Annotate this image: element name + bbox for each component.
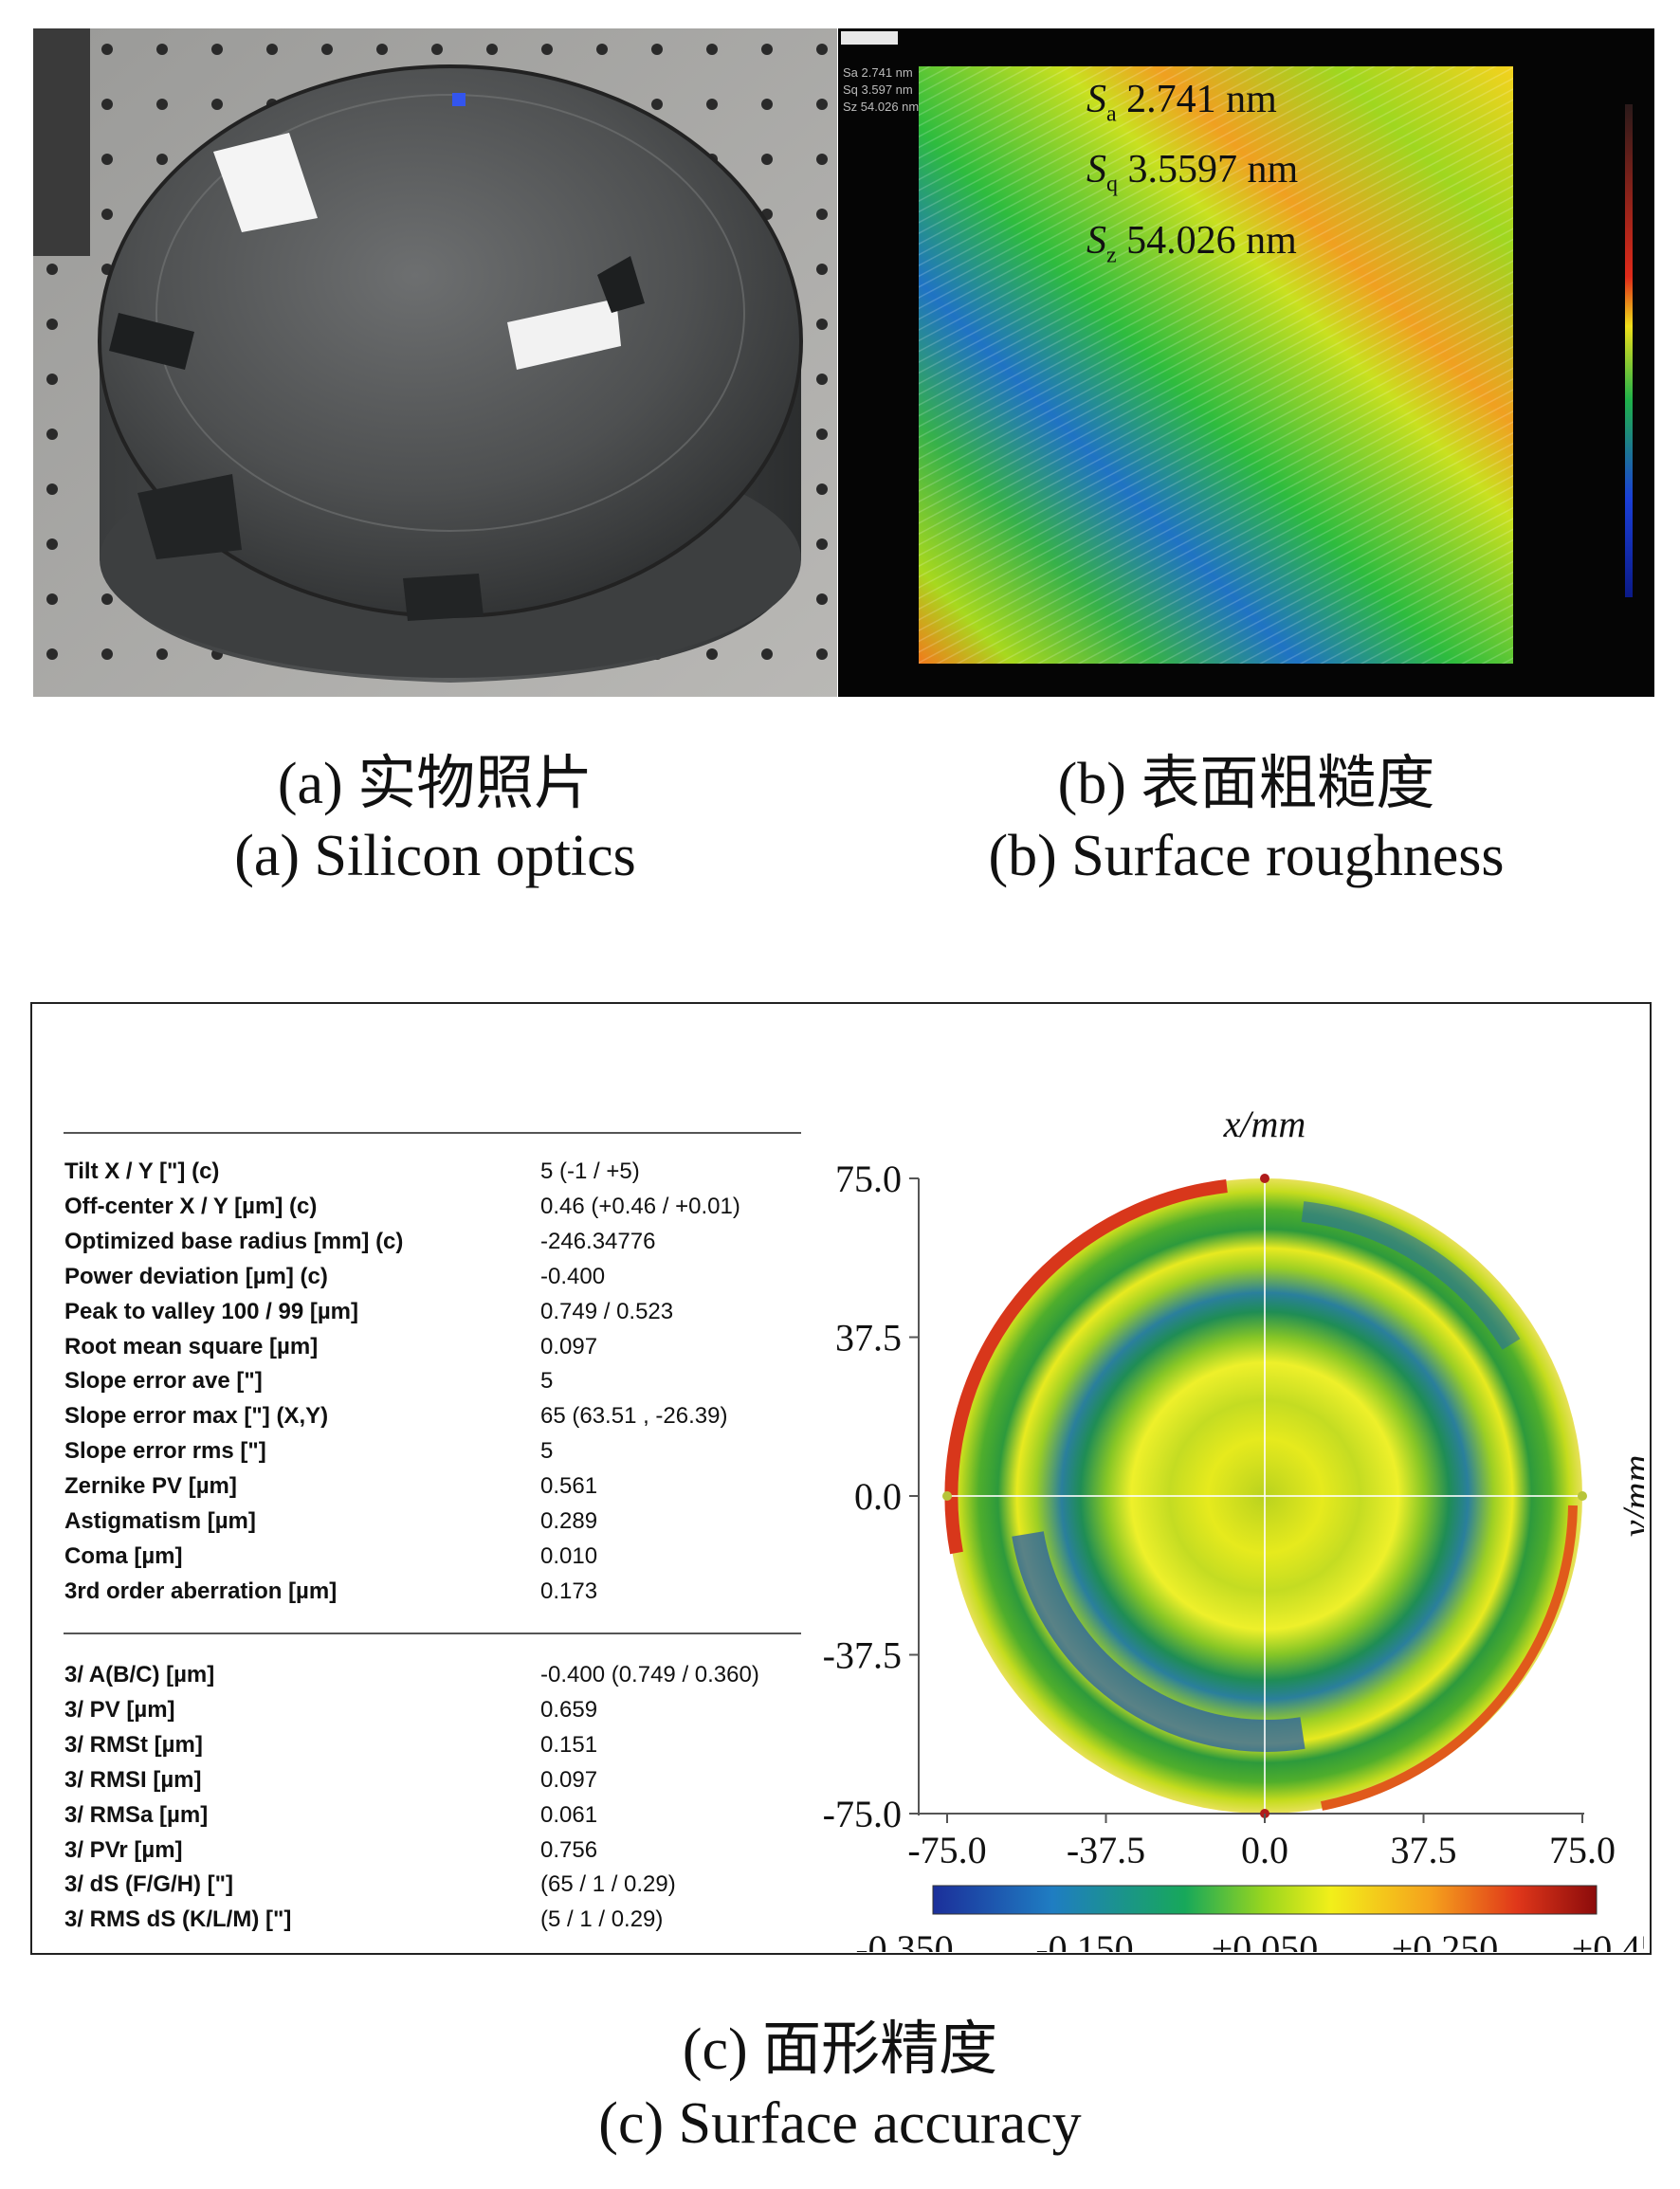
param-value: 0.561 <box>540 1473 598 1500</box>
small-readout-sa: Sa 2.741 nm <box>843 65 913 80</box>
param-label: 3/ PV [µm] <box>64 1696 175 1723</box>
param-value: 0.289 <box>540 1508 598 1534</box>
caption-c-en: (c) Surface accuracy <box>598 2091 1082 2156</box>
y-tick-label: 0.0 <box>854 1475 902 1518</box>
param-label: Zernike PV [µm] <box>64 1473 237 1500</box>
param-label: Coma [µm] <box>64 1542 183 1569</box>
param-value: -0.400 (0.749 / 0.360) <box>540 1662 759 1687</box>
param-value: 5 <box>540 1368 554 1395</box>
small-readout-sz: Sz 54.026 nm <box>843 100 920 114</box>
silicon-optics-photo <box>33 28 837 697</box>
caption-b-cn: (b) 表面粗糙度 <box>1057 752 1435 816</box>
y-tick-label: -37.5 <box>823 1634 902 1677</box>
param-label: 3/ RMS dS (K/L/M) ["] <box>64 1906 292 1933</box>
param-value: -246.34776 <box>540 1228 656 1254</box>
sq-value: Sq 3.5597 nm <box>1087 148 1299 197</box>
y-tick-label: 75.0 <box>835 1158 902 1200</box>
y-axis-label: y/mm <box>1615 1455 1644 1541</box>
param-label: Astigmatism [µm] <box>64 1508 256 1534</box>
param-value: (5 / 1 / 0.29) <box>540 1906 664 1933</box>
colorbar <box>932 1885 1598 1915</box>
x-tick-label: 0.0 <box>1241 1829 1288 1871</box>
left-marker <box>942 1491 952 1501</box>
param-value: 0.173 <box>540 1578 598 1604</box>
param-value: 0.061 <box>540 1801 598 1828</box>
param-value: 0.097 <box>540 1333 598 1359</box>
table-divider-middle <box>64 1633 801 1634</box>
caption-c-cn: (c) 面形精度 <box>682 2017 998 2082</box>
param-label: Root mean square [µm] <box>64 1333 319 1359</box>
param-label: Slope error max ["] (X,Y) <box>64 1403 329 1430</box>
surface-blue-band <box>1012 1531 1306 1752</box>
roughness-heatmap <box>838 28 1654 697</box>
sz-value: Sz 54.026 nm <box>1087 218 1297 268</box>
surface-roughness-map: Sa 2.741 nm Sq 3.597 nm Sz 54.026 nm Sa … <box>838 28 1654 697</box>
surface-rim-upper <box>944 1179 1228 1555</box>
param-label: Tilt X / Y ["] (c) <box>64 1158 220 1184</box>
y-tick-label: -75.0 <box>823 1793 902 1835</box>
top-marker <box>1260 1174 1269 1183</box>
param-label: 3/ RMSa [µm] <box>64 1801 209 1828</box>
x-tick-label: 75.0 <box>1549 1829 1616 1871</box>
param-value: 65 (63.51 , -26.39) <box>540 1403 728 1430</box>
param-label: 3/ PVr [µm] <box>64 1836 183 1863</box>
param-value: 0.749 / 0.523 <box>540 1298 674 1324</box>
param-value: 0.756 <box>540 1836 598 1863</box>
param-label: Peak to valley 100 / 99 [µm] <box>64 1298 358 1324</box>
param-label: 3/ dS (F/G/H) ["] <box>64 1871 234 1898</box>
surface-accuracy-panel: Tilt X / Y ["] (c) 5 (-1 / +5) Off-center … <box>30 1002 1652 1955</box>
param-label: Slope error rms ["] <box>64 1438 266 1465</box>
caption-a-cn: (a) 实物照片 <box>277 752 593 816</box>
param-value: -0.400 <box>540 1263 606 1289</box>
surface-blue-band-upper <box>1301 1201 1521 1350</box>
param-value: 5 <box>540 1438 554 1465</box>
param-value: 0.659 <box>540 1696 598 1723</box>
param-label: Power deviation [µm] (c) <box>64 1263 328 1289</box>
param-value: 0.46 (+0.46 / +0.01) <box>540 1193 740 1219</box>
sa-value: Sa 2.741 nm <box>1087 78 1277 127</box>
silicon-optics-image <box>33 28 837 697</box>
x-axis-label: x/mm <box>1223 1103 1306 1145</box>
table-divider-top <box>64 1132 801 1134</box>
param-label: Slope error ave ["] <box>64 1368 263 1395</box>
param-label: Optimized base radius [mm] (c) <box>64 1228 404 1254</box>
param-value: (65 / 1 / 0.29) <box>540 1871 676 1898</box>
caption-a-en: (a) Silicon optics <box>234 824 636 888</box>
colorbar-tick-label: -0.150 <box>1035 1927 1133 1952</box>
roughness-small-readout: Sa 2.741 nm Sq 3.597 nm Sz 54.026 nm <box>843 64 919 116</box>
colorbar-tick-label: -0.350 <box>855 1927 953 1952</box>
y-tick-label: 37.5 <box>835 1317 902 1359</box>
param-value: 0.010 <box>540 1542 598 1569</box>
x-tick-label: -75.0 <box>907 1829 986 1871</box>
param-value: 5 (-1 / +5) <box>540 1158 640 1184</box>
x-tick-label: 37.5 <box>1391 1829 1457 1871</box>
param-label: 3/ RMSt [µm] <box>64 1731 203 1758</box>
colorbar-tick-label: +0.050 <box>1212 1927 1319 1952</box>
surface-rim-lower <box>1321 1505 1578 1811</box>
param-label: 3rd order aberration [µm] <box>64 1578 338 1604</box>
param-label: Off-center X / Y [µm] (c) <box>64 1193 318 1219</box>
param-value: 0.151 <box>540 1731 598 1758</box>
param-value: 0.097 <box>540 1766 598 1793</box>
roughness-values-overlay: Sa 2.741 nm Sq 3.5597 nm Sz 54.026 nm <box>1087 72 1298 283</box>
surface-map-plot: 75.0 37.5 0.0 -37.5 -75.0-75.0 -37.5 0.0 37.5 75… <box>823 1103 1644 1952</box>
caption-b-en: (b) Surface roughness <box>988 824 1505 888</box>
small-readout-sq: Sq 3.597 nm <box>843 82 913 97</box>
param-label: 3/ A(B/C) [µm] <box>64 1662 215 1687</box>
right-marker <box>1578 1491 1587 1501</box>
colorbar-tick-label: +0.450 <box>1572 1927 1644 1952</box>
x-tick-label: -37.5 <box>1067 1829 1145 1871</box>
param-label: 3/ RMSI [µm] <box>64 1766 202 1793</box>
colorbar-tick-label: +0.250 <box>1392 1927 1499 1952</box>
